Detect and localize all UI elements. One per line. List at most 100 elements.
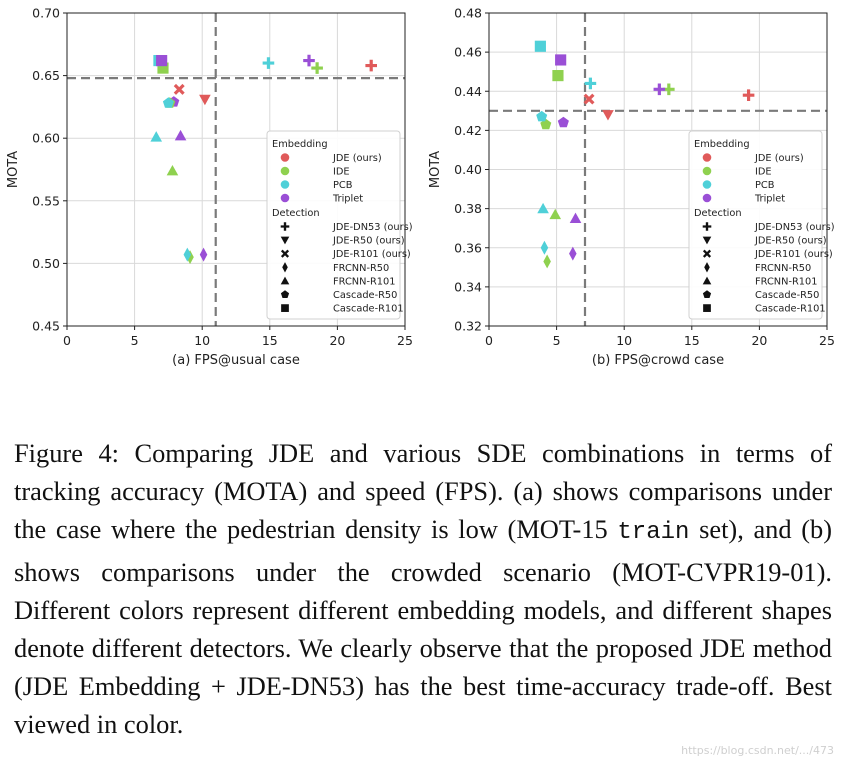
legend-label-detector: JDE-R101 (ours) — [332, 249, 411, 260]
y-tick-label: 0.34 — [454, 279, 482, 294]
data-point — [156, 54, 168, 67]
legend-label-embedding: PCB — [333, 180, 353, 191]
data-point — [311, 62, 323, 74]
data-point — [199, 247, 208, 262]
data-point — [262, 57, 275, 69]
legend-marker-embedding — [280, 180, 290, 189]
legend-marker-detector — [703, 304, 711, 312]
x-tick-label: 5 — [553, 333, 561, 348]
legend-label-detector: JDE-DN53 (ours) — [754, 222, 835, 233]
data-point — [150, 131, 163, 142]
y-tick-label: 0.46 — [454, 45, 482, 60]
caption-mono-train: train — [617, 519, 690, 547]
y-tick-label: 0.42 — [454, 123, 482, 138]
legend-marker-detector — [280, 290, 290, 298]
legend-marker-detector — [702, 249, 712, 258]
y-tick-label: 0.44 — [454, 84, 482, 99]
y-tick-label: 0.60 — [32, 131, 60, 146]
legend-marker-embedding — [280, 153, 290, 162]
y-tick-label: 0.40 — [454, 162, 482, 177]
legend-title-detection: Detection — [694, 208, 742, 219]
legend-marker-detector — [702, 222, 712, 231]
legend-marker-detector — [702, 236, 712, 245]
data-point — [742, 89, 755, 101]
y-tick-label: 0.48 — [454, 6, 482, 21]
x-tick-label: 20 — [329, 333, 345, 348]
legend-marker-detector — [282, 262, 288, 273]
data-point — [199, 94, 211, 106]
caption-text-1: Figure 4: Comparing JDE and various SDE … — [14, 438, 832, 545]
data-point — [540, 240, 549, 255]
legend-marker-embedding — [702, 166, 712, 176]
data-point — [536, 110, 548, 122]
data-point — [166, 164, 179, 176]
legend-label-embedding: JDE (ours) — [754, 153, 804, 164]
legend-marker-detector — [702, 276, 712, 285]
data-point — [569, 212, 582, 224]
x-tick-label: 5 — [131, 333, 139, 348]
figure-charts: 0 5 10 15 20 25 0.45 0.50 0.55 0.60 0.65 0.70 (a) FP… — [6, 6, 835, 369]
data-point — [173, 83, 185, 95]
legend-title-embedding: Embedding — [272, 139, 328, 150]
legend-label-detector: FRCNN-R50 — [755, 263, 811, 274]
data-point — [174, 129, 187, 141]
chart-panel-b: 0 5 10 15 20 25 0.32 0.34 0.36 0.38 0.40 0.42 0.44 0.… — [428, 6, 835, 369]
legend-label-embedding: Triplet — [754, 194, 785, 205]
y-tick-label: 0.70 — [32, 6, 60, 21]
x-tick-label: 10 — [616, 333, 632, 348]
chart-panel-a: 0 5 10 15 20 25 0.45 0.50 0.55 0.60 0.65 0.70 (a) FP… — [6, 6, 413, 369]
y-tick-label: 0.55 — [32, 193, 60, 208]
legend-marker-detector — [280, 249, 290, 258]
legend-label-detector: FRCNN-R101 — [333, 276, 396, 287]
legend-title-embedding: Embedding — [694, 139, 750, 150]
legend-box — [688, 130, 823, 320]
y-axis-label: MOTA — [428, 151, 443, 188]
legend-label-embedding: IDE — [333, 167, 350, 178]
legend-label-detector: FRCNN-R101 — [755, 276, 818, 287]
legend-marker-embedding — [280, 193, 290, 203]
legend-label-detector: JDE-R50 (ours) — [754, 236, 827, 247]
legend-title-detection: Detection — [272, 208, 320, 219]
legend-marker-embedding — [702, 193, 712, 203]
x-tick-label: 15 — [262, 333, 278, 348]
data-point — [365, 59, 377, 72]
legend-marker-detector — [280, 222, 290, 231]
legend-label-detector: JDE-R50 (ours) — [332, 236, 405, 247]
data-point — [602, 110, 614, 121]
figure-caption: Figure 4: Comparing JDE and various SDE … — [14, 434, 832, 744]
legend-label-detector: JDE-R101 (ours) — [754, 249, 833, 260]
x-tick-label: 0 — [63, 333, 71, 348]
plot-frame — [66, 12, 406, 327]
legend-label-detector: FRCNN-R50 — [333, 263, 389, 274]
legend-marker-detector — [280, 276, 290, 285]
x-axis-label: (b) FPS@crowd case — [592, 353, 724, 368]
legend-label-embedding: PCB — [755, 180, 775, 191]
data-point — [157, 62, 169, 74]
legend-box — [266, 130, 401, 320]
x-tick-label: 15 — [684, 333, 700, 348]
legend-marker-detector — [281, 304, 289, 312]
watermark-text: https://blog.csdn.net/.../473 — [681, 744, 834, 757]
legend: Embedding JDE (ours) IDE PCB Triplet Detectio… — [266, 130, 413, 320]
y-tick-label: 0.32 — [454, 319, 482, 334]
y-tick-label: 0.45 — [32, 319, 60, 334]
data-point — [557, 116, 569, 128]
x-tick-label: 10 — [194, 333, 210, 348]
data-point — [569, 246, 577, 261]
legend-label-embedding: Triplet — [332, 194, 363, 205]
legend-label-embedding: JDE (ours) — [332, 153, 382, 164]
x-axis-label: (a) FPS@usual case — [172, 353, 300, 368]
data-point — [537, 202, 549, 214]
legend-label-detector: JDE-DN53 (ours) — [332, 222, 413, 233]
legend-marker-detector — [704, 262, 710, 273]
legend-label-detector: Cascade-R101 — [333, 304, 404, 315]
y-tick-label: 0.65 — [32, 68, 60, 83]
legend-marker-embedding — [702, 153, 712, 162]
data-point — [584, 77, 597, 90]
data-point — [583, 93, 595, 105]
y-axis-label: MOTA — [6, 151, 21, 188]
legend-marker-detector — [280, 236, 290, 245]
data-point — [183, 247, 192, 262]
caption-text-2: set), and (b) shows comparisons under th… — [14, 514, 832, 740]
legend-label-embedding: IDE — [755, 167, 772, 178]
